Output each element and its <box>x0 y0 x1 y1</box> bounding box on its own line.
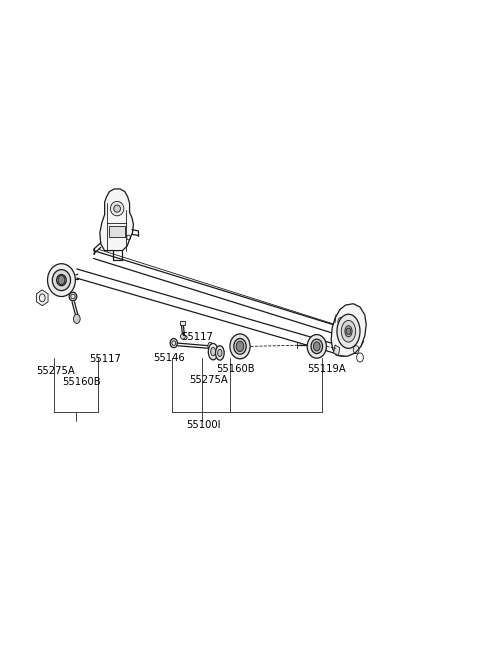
Text: 55117: 55117 <box>89 354 120 365</box>
Text: 55119A: 55119A <box>307 363 346 374</box>
Polygon shape <box>334 345 340 356</box>
Ellipse shape <box>216 346 224 360</box>
Ellipse shape <box>52 270 71 291</box>
Ellipse shape <box>311 339 323 354</box>
Ellipse shape <box>234 338 246 354</box>
Circle shape <box>346 328 351 335</box>
Circle shape <box>236 341 244 352</box>
Polygon shape <box>331 304 366 356</box>
Ellipse shape <box>230 334 250 359</box>
Text: 55100I: 55100I <box>186 420 221 430</box>
Text: 55146: 55146 <box>154 352 185 363</box>
Text: 55160B: 55160B <box>216 363 254 374</box>
Ellipse shape <box>341 321 356 342</box>
Ellipse shape <box>180 334 185 339</box>
Ellipse shape <box>208 342 213 349</box>
Polygon shape <box>100 189 133 251</box>
Polygon shape <box>36 290 48 306</box>
Circle shape <box>73 314 80 323</box>
Ellipse shape <box>307 335 326 358</box>
Ellipse shape <box>57 274 66 286</box>
Ellipse shape <box>69 292 77 300</box>
Circle shape <box>313 342 320 351</box>
Polygon shape <box>109 226 125 237</box>
Text: 55275A: 55275A <box>36 365 75 376</box>
Ellipse shape <box>110 201 124 216</box>
Ellipse shape <box>345 325 352 337</box>
Ellipse shape <box>170 338 178 348</box>
Ellipse shape <box>337 314 360 348</box>
Ellipse shape <box>48 264 75 297</box>
Circle shape <box>58 276 65 285</box>
Polygon shape <box>180 321 185 325</box>
Ellipse shape <box>208 344 218 359</box>
Ellipse shape <box>218 349 222 357</box>
Ellipse shape <box>114 205 120 212</box>
Text: 55275A: 55275A <box>190 375 228 386</box>
Text: 55160B: 55160B <box>62 377 101 387</box>
Ellipse shape <box>211 348 216 356</box>
Text: 55117: 55117 <box>181 331 213 342</box>
